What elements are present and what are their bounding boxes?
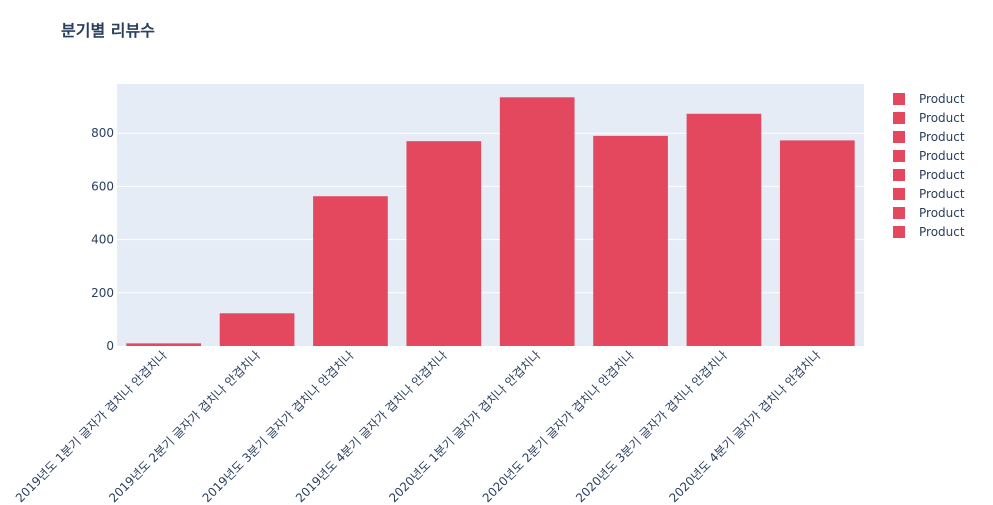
legend-label: Product [919,187,965,201]
legend-label: Product [919,225,965,239]
legend-label: Product [919,130,965,144]
legend-label: Product [919,92,965,106]
legend-swatch [893,150,905,162]
bar[interactable] [686,113,762,346]
legend-item[interactable]: Product [893,187,965,201]
x-tick-label: 2019년도 1분기 글자가 겹치나 안겹치나 [13,348,170,505]
bar[interactable] [779,140,855,346]
legend-label: Product [919,206,965,220]
legend-label: Product [919,168,965,182]
x-tick-label: 2020년도 1분기 글자가 겹치나 안겹치나 [386,348,543,505]
y-tick-label: 0 [106,339,114,353]
legend-swatch [893,226,905,238]
bar[interactable] [126,343,202,346]
legend-swatch [893,207,905,219]
y-tick-label: 200 [91,286,114,300]
x-tick-label: 2020년도 2분기 글자가 겹치나 안겹치나 [480,348,637,505]
bar[interactable] [313,196,388,346]
legend-swatch [893,93,905,105]
y-tick-label: 400 [91,233,114,247]
legend-item[interactable]: Product [893,149,965,163]
bar[interactable] [406,141,482,346]
y-axis-ticks: 0 200 400 600 800 [91,126,114,353]
legend-item[interactable]: Product [893,130,965,144]
bar[interactable] [593,135,668,346]
y-tick-label: 600 [91,179,114,193]
legend-swatch [893,188,905,200]
bar[interactable] [219,313,295,346]
y-tick-label: 800 [91,126,114,140]
bar[interactable] [499,97,575,346]
x-tick-label: 2019년도 3분기 글자가 겹치나 안겹치나 [200,348,357,505]
x-tick-label: 2020년도 3분기 글자가 겹치나 안겹치나 [573,348,730,505]
x-tick-label: 2019년도 4분기 글자가 겹치나 안겹치나 [293,348,450,505]
x-tick-label: 2020년도 4분기 글자가 겹치나 안겹치나 [666,348,823,505]
legend-label: Product [919,149,965,163]
legend-swatch [893,131,905,143]
legend-item[interactable]: Product [893,92,965,106]
bars [126,97,855,346]
legend-swatch [893,169,905,181]
legend-item[interactable]: Product [893,225,965,239]
chart-title: 분기별 리뷰수 [61,21,155,40]
legend-item[interactable]: Product [893,111,965,125]
legend-item[interactable]: Product [893,206,965,220]
legend-item[interactable]: Product [893,168,965,182]
legend[interactable]: Product Product Product Product Product Produ… [893,92,965,239]
legend-label: Product [919,111,965,125]
legend-swatch [893,112,905,124]
x-tick-label: 2019년도 2분기 글자가 겹치나 안겹치나 [106,348,263,505]
